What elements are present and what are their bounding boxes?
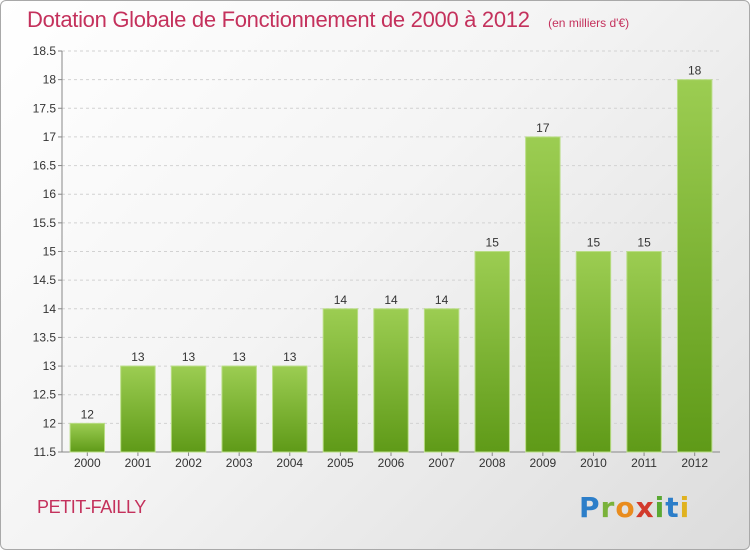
- bar: [272, 365, 308, 453]
- y-tick-label: 15.5: [33, 216, 57, 230]
- logo-letter: o: [615, 491, 636, 524]
- y-tick-label: 12: [43, 416, 57, 430]
- y-tick-label: 13: [43, 359, 57, 373]
- x-tick-label: 2000: [74, 456, 101, 470]
- logo-letter: i: [679, 491, 691, 524]
- bar: [626, 251, 662, 453]
- bar-value-label: 15: [486, 236, 500, 250]
- x-tick-label: 2009: [529, 456, 556, 470]
- commune-name: PETIT-FAILLY: [37, 497, 146, 517]
- bar-value-label: 13: [283, 350, 297, 364]
- chart-title: Dotation Globale de Fonctionnement de 20…: [27, 7, 530, 32]
- y-tick-label: 14: [43, 302, 57, 316]
- bar: [373, 308, 409, 453]
- y-tick-label: 17.5: [33, 101, 57, 115]
- bar-value-label: 13: [232, 350, 246, 364]
- y-tick-label: 15: [43, 245, 57, 259]
- logo-letter: i: [654, 491, 666, 524]
- bar: [423, 308, 460, 453]
- x-tick-label: 2010: [580, 456, 607, 470]
- logo-letter: t: [665, 491, 680, 524]
- bar: [575, 251, 612, 453]
- bar-value-label: 15: [587, 236, 601, 250]
- y-tick-label: 16.5: [33, 159, 57, 173]
- bar-value-label: 15: [637, 236, 651, 250]
- labels: 11.5 12 12.5 13 13.5 14 14.5 15 15.5 16 16.5 17 17.5…: [33, 44, 709, 470]
- unit-note: (en milliers d'€): [548, 16, 630, 30]
- x-tick-label: 2006: [378, 456, 405, 470]
- bar-value-label: 18: [688, 64, 702, 78]
- title-row: Dotation Globale de Fonctionnement de 20…: [27, 7, 629, 33]
- logo-letter: x: [635, 491, 655, 524]
- x-tick-label: 2002: [175, 456, 202, 470]
- bar-value-label: 13: [131, 350, 145, 364]
- bar: [69, 422, 106, 453]
- bar: [170, 365, 207, 453]
- y-tick-label: 16: [43, 187, 57, 201]
- x-tick-label: 2005: [327, 456, 354, 470]
- bar-value-label: 13: [182, 350, 196, 364]
- x-tick-label: 2004: [276, 456, 303, 470]
- y-tick-label: 13.5: [33, 330, 57, 344]
- x-tick-label: 2001: [125, 456, 152, 470]
- y-tick-label: 17: [43, 130, 57, 144]
- y-tick-label: 11.5: [34, 445, 57, 459]
- bar: [474, 251, 510, 453]
- x-tick-label: 2012: [681, 456, 708, 470]
- y-tick-label: 12.5: [33, 388, 57, 402]
- x-tick-label: 2007: [428, 456, 455, 470]
- bar: [525, 136, 561, 453]
- bar: [322, 308, 359, 453]
- bar-value-label: 17: [536, 121, 550, 135]
- bar-value-label: 14: [435, 293, 449, 307]
- bar: [676, 79, 713, 453]
- bars: [69, 79, 713, 453]
- bar: [221, 365, 257, 453]
- x-tick-label: 2008: [479, 456, 506, 470]
- proxiti-logo: Proxiti: [579, 491, 690, 524]
- y-tick-label: 18: [43, 73, 57, 87]
- x-tick-label: 2003: [226, 456, 253, 470]
- bar-value-label: 14: [334, 293, 348, 307]
- logo-letter: r: [600, 491, 616, 524]
- x-tick-label: 2011: [631, 456, 657, 470]
- bar: [120, 365, 156, 453]
- logo-letter: P: [579, 491, 601, 524]
- y-tick-label: 18.5: [33, 44, 57, 58]
- y-tick-label: 14.5: [33, 273, 57, 287]
- bar-value-label: 12: [81, 407, 95, 421]
- bar-value-label: 14: [384, 293, 398, 307]
